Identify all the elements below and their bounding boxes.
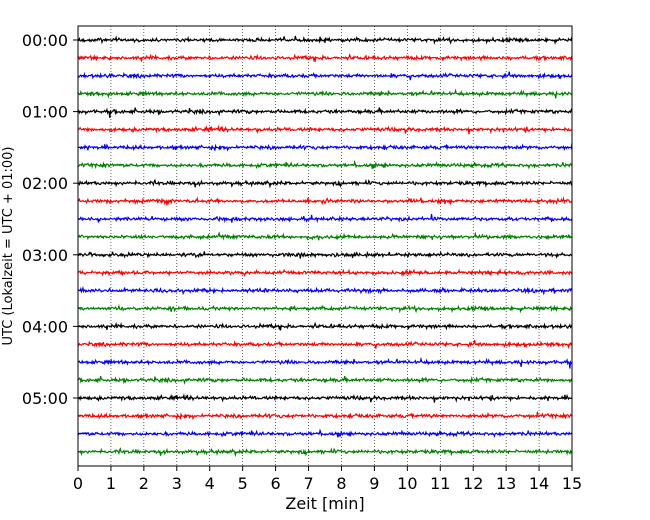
x-tick-label: 12 bbox=[463, 474, 483, 493]
x-tick-label: 2 bbox=[139, 474, 149, 493]
seismogram-trace bbox=[77, 53, 573, 63]
seismogram-traces bbox=[77, 35, 573, 458]
seismogram-trace bbox=[77, 285, 573, 296]
x-axis-ticks: 0 1 2 3 4 5 6 7 8 9 10 11 12 13 14 15 bbox=[73, 466, 582, 493]
y-tick-label: 05:00 bbox=[22, 389, 68, 408]
y-tick-label: 00:00 bbox=[22, 31, 68, 50]
seismogram-trace bbox=[77, 124, 573, 135]
seismogram-trace bbox=[77, 339, 573, 350]
x-tick-label: 9 bbox=[369, 474, 379, 493]
x-tick-label: 4 bbox=[205, 474, 215, 493]
x-tick-label: 1 bbox=[106, 474, 116, 493]
y-tick-label: 03:00 bbox=[22, 246, 68, 265]
seismogram-trace bbox=[77, 375, 573, 385]
grid-lines bbox=[110, 26, 540, 466]
seismogram-trace bbox=[77, 393, 573, 403]
x-tick-label: 7 bbox=[303, 474, 313, 493]
seismogram-trace bbox=[77, 88, 573, 99]
seismogram-trace bbox=[77, 447, 573, 458]
y-tick-label: 04:00 bbox=[22, 317, 68, 336]
x-tick-label: 0 bbox=[73, 474, 83, 493]
seismogram-trace bbox=[77, 143, 573, 152]
seismogram-trace bbox=[77, 159, 573, 170]
x-axis-label: Zeit [min] bbox=[285, 494, 364, 513]
seismogram-trace bbox=[77, 213, 573, 224]
seismogram-trace bbox=[77, 231, 573, 241]
x-tick-label: 8 bbox=[336, 474, 346, 493]
x-tick-label: 14 bbox=[529, 474, 549, 493]
seismogram-trace bbox=[77, 71, 573, 81]
seismogram-trace bbox=[77, 303, 573, 314]
x-tick-label: 6 bbox=[271, 474, 281, 493]
seismogram-trace bbox=[77, 196, 573, 206]
y-axis-ticks: 00:00 01:00 02:00 03:00 04:00 05:00 bbox=[22, 31, 78, 408]
seismogram-trace bbox=[77, 321, 573, 331]
x-tick-label: 3 bbox=[172, 474, 182, 493]
plot-frame bbox=[77, 25, 573, 467]
seismogram-trace bbox=[77, 107, 573, 119]
seismogram-trace bbox=[77, 411, 573, 421]
y-axis-label: UTC (Lokalzeit = UTC + 01:00) bbox=[1, 147, 16, 346]
seismogram-trace bbox=[77, 356, 573, 369]
x-tick-label: 5 bbox=[238, 474, 248, 493]
x-tick-label: 11 bbox=[430, 474, 450, 493]
y-tick-label: 01:00 bbox=[22, 103, 68, 122]
x-tick-label: 15 bbox=[562, 474, 582, 493]
x-tick-label: 13 bbox=[496, 474, 516, 493]
seismogram-trace bbox=[77, 268, 573, 277]
y-tick-label: 02:00 bbox=[22, 174, 68, 193]
seismogram-trace bbox=[77, 250, 573, 259]
seismogram-trace bbox=[77, 178, 573, 189]
seismogram-trace bbox=[77, 35, 573, 46]
seismogram-trace bbox=[77, 428, 573, 438]
x-tick-label: 10 bbox=[397, 474, 417, 493]
